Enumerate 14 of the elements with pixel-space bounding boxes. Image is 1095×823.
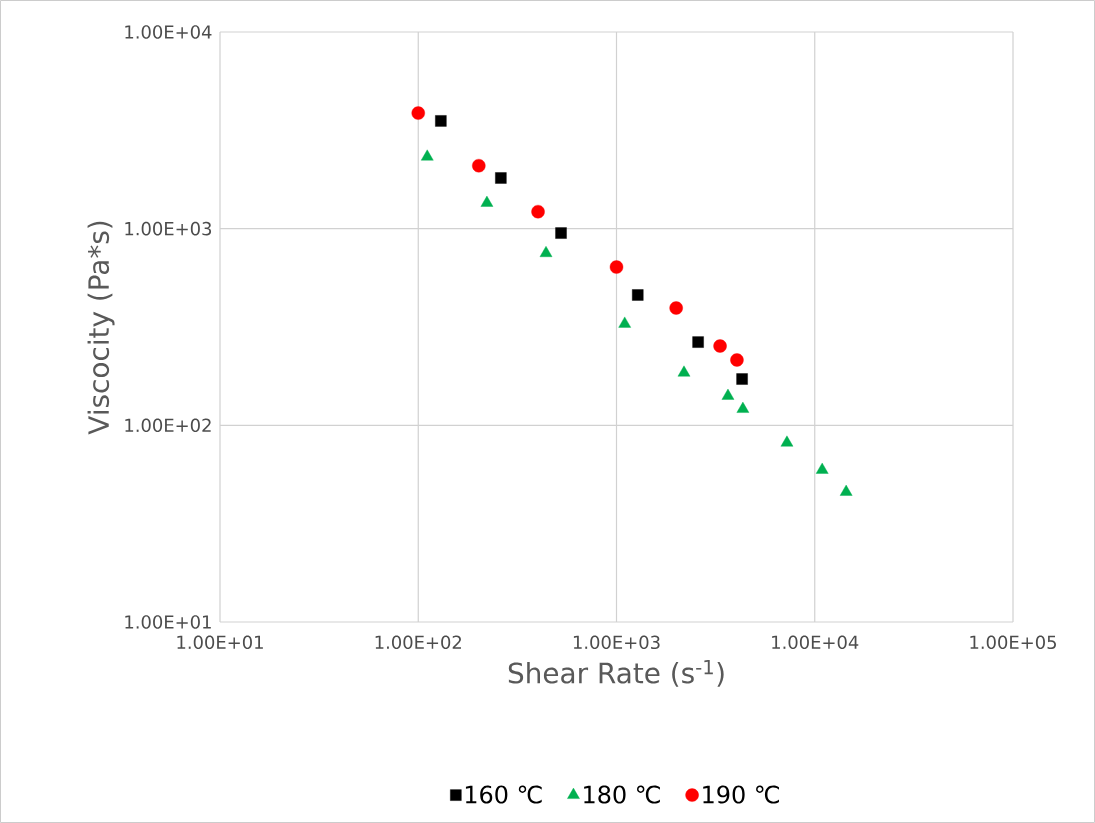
x-tick-label: 1.00E+01 [177,635,263,650]
y-tick-label: 1.00E+03 [125,221,212,236]
legend-label: 190 ℃ [703,785,779,804]
y-axis-title: Viscocity (Pa*s) [87,221,115,435]
y-tick-label: 1.00E+04 [125,25,212,39]
legend-label: 160 ℃ [465,785,542,804]
y-tick-label: 1.00E+02 [125,418,211,433]
x-tick-label: 1.00E+03 [573,635,660,650]
legend-label: 180 ℃ [584,785,660,804]
x-tick-label: 1.00E+02 [375,635,461,650]
x-tick-label: 1.00E+05 [970,635,1056,650]
y-tick-label: 1.00E+01 [125,615,211,629]
x-axis-title: Shear Rate (s$^{-1}$) [508,659,724,687]
x-tick-label: 1.00E+04 [772,635,859,650]
